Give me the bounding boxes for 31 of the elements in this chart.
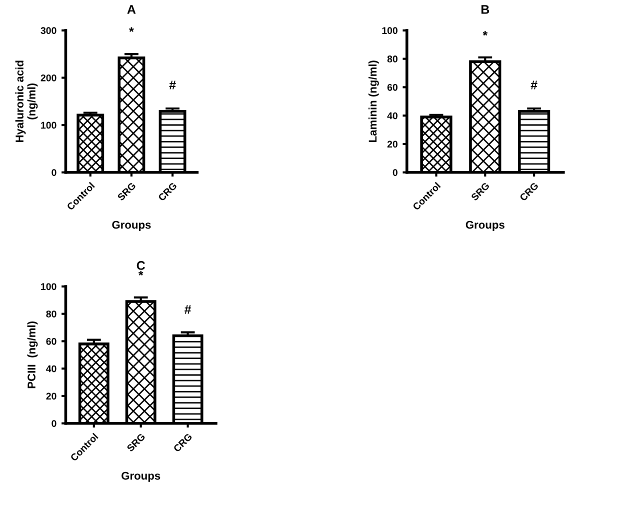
- y-tick-label: 40: [387, 112, 398, 120]
- y-axis-title: PCIII (ng/ml): [27, 322, 38, 388]
- chart-title: A: [127, 5, 136, 14]
- x-axis-title: Groups: [466, 220, 504, 231]
- y-tick-label: 0: [52, 169, 56, 176]
- y-tick-label: 60: [387, 84, 398, 91]
- y-tick-label: 60: [46, 338, 56, 345]
- chart-title: C: [136, 261, 146, 270]
- y-tick-label: 20: [46, 392, 56, 400]
- annotation: *: [482, 31, 488, 36]
- y-tick-label: 0: [392, 169, 398, 176]
- y-axis-title: Hyaluronic acid (ng/ml): [15, 60, 38, 142]
- y-tick-label: 80: [387, 56, 398, 62]
- x-axis-title: Groups: [122, 472, 160, 482]
- y-tick-label: 200: [40, 74, 56, 82]
- chart-title: B: [481, 5, 490, 14]
- annotation: *: [138, 270, 144, 276]
- y-tick-label: 80: [46, 310, 56, 318]
- y-tick-label: 100: [41, 122, 56, 129]
- y-tick-label: 100: [382, 27, 398, 34]
- y-tick-label: 40: [46, 365, 56, 372]
- x-axis-title: Groups: [112, 220, 151, 231]
- y-tick-label: 100: [41, 283, 56, 290]
- annotation: #: [530, 80, 538, 90]
- annotation: #: [169, 80, 176, 90]
- annotation: #: [184, 305, 192, 314]
- y-tick-label: 20: [387, 140, 398, 148]
- y-tick-label: 300: [40, 27, 56, 34]
- annotation: *: [129, 27, 134, 32]
- y-tick-label: 0: [52, 420, 56, 427]
- y-axis-title: Laminin (ng/ml): [368, 60, 379, 142]
